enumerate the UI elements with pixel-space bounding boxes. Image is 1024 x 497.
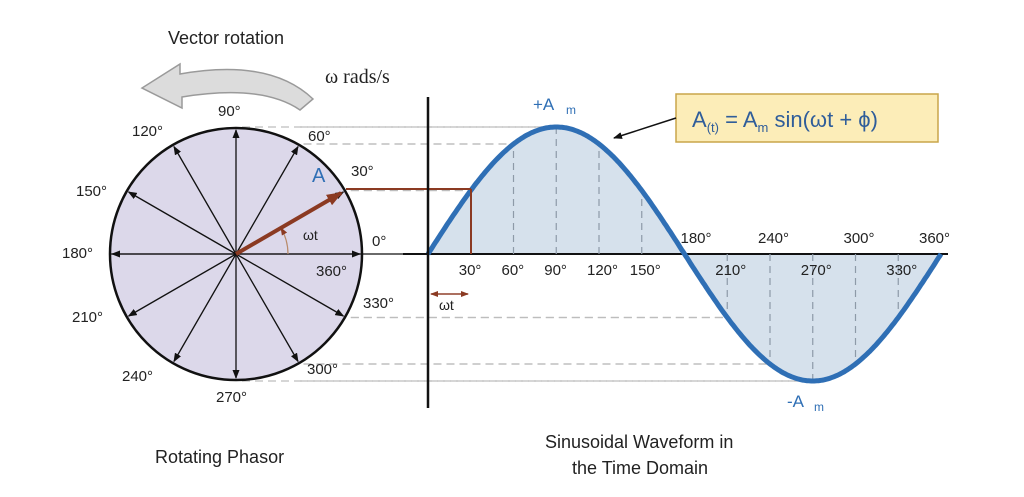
circle-angle-label: 120° <box>132 123 163 140</box>
spoke-arrow-60 <box>235 145 299 255</box>
vector-rotation-label: Vector rotation <box>168 28 284 48</box>
circle-angle-label: 180° <box>62 245 93 262</box>
formula-pointer-arrow <box>613 117 677 139</box>
wave-axis-label: 150° <box>630 262 661 279</box>
wt-angle-label: ωt <box>303 227 318 243</box>
circle-angle-label: 90° <box>218 103 241 120</box>
wave-axis-label: 330° <box>886 262 917 279</box>
svg-text:-A: -A <box>787 392 805 411</box>
phasor-letter-label: A <box>312 165 326 187</box>
circle-angle-label: 360° <box>316 263 347 280</box>
phasor-circle: ωt A 0° 30° 60° 90° 120° 150° 180° 210° 240° 270° 30… <box>62 103 410 406</box>
circle-angle-label: 60° <box>308 128 331 145</box>
spoke-arrow-210 <box>127 253 237 317</box>
phasor-vector-arrow <box>234 191 343 256</box>
sine-wave-curve <box>425 124 944 384</box>
svg-text:+A: +A <box>533 95 555 114</box>
peak-positive-label: +A m <box>533 95 576 117</box>
spoke-arrow-240 <box>173 253 237 363</box>
wave-axis-label: 60° <box>502 262 525 279</box>
wave-axis-label: 30° <box>459 262 482 279</box>
waveform-caption-line1: Sinusoidal Waveform in <box>545 432 733 452</box>
wave-axis-label: 180° <box>681 230 712 247</box>
formula-box: A(t) = Am sin(ωt + ϕ) <box>675 93 939 143</box>
phasor-projection <box>346 188 472 254</box>
circle-angle-label: 150° <box>76 183 107 200</box>
peak-negative-label: -A m <box>787 392 824 414</box>
svg-text:m: m <box>566 103 576 117</box>
circle-angle-label: 240° <box>122 368 153 385</box>
spoke-arrow-300 <box>235 253 299 363</box>
spoke-arrow-150 <box>127 191 237 255</box>
wave-axis-label: 240° <box>758 230 789 247</box>
svg-text:m: m <box>814 400 824 414</box>
circle-angle-label: 300° <box>307 361 338 378</box>
sine-waveform: 30° 60° 90° 120° 150° 180°210° 240° 270° 300° 330… <box>403 124 950 384</box>
omega-rate-label: ω rads/s <box>325 66 390 88</box>
rotation-arrow-icon <box>140 62 315 111</box>
waveform-caption-line2: the Time Domain <box>572 458 708 478</box>
formula-text: A(t) = Am sin(ωt + ϕ) <box>692 107 878 135</box>
wt-marker: ωt <box>430 291 469 313</box>
circle-angle-label: 210° <box>72 309 103 326</box>
wave-axis-label: 270° <box>801 262 832 279</box>
wave-axis-label: 360° <box>919 230 950 247</box>
circle-angle-label: 270° <box>216 389 247 406</box>
circle-angle-label: 330° <box>363 295 394 312</box>
projection-dash-lines <box>242 126 899 382</box>
rotating-phasor-caption: Rotating Phasor <box>155 447 284 467</box>
circle-angle-label: 0° <box>372 233 386 250</box>
spoke-arrow-330 <box>235 253 345 317</box>
wave-axis-label: 120° <box>587 262 618 279</box>
spoke-arrow-120 <box>173 145 237 255</box>
circle-angle-label: 30° <box>351 163 374 180</box>
wave-axis-label: 210° <box>715 262 746 279</box>
wave-axis-label: 90° <box>544 262 567 279</box>
wave-axis-label: 300° <box>844 230 875 247</box>
wt-marker-label: ωt <box>439 297 454 313</box>
